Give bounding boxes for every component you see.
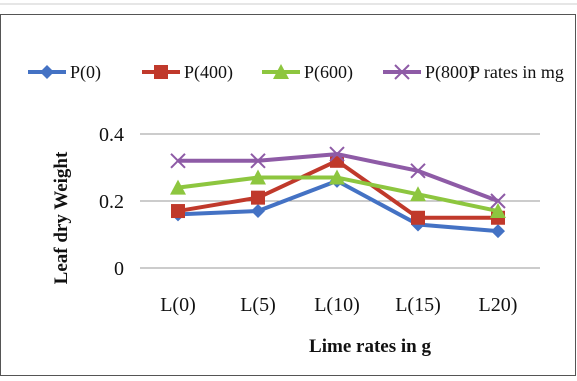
data-point — [170, 153, 186, 169]
data-point — [410, 186, 426, 202]
x-tick-label: L(15) — [395, 294, 441, 316]
legend-label: P(600) — [304, 62, 353, 83]
series-group — [170, 146, 506, 239]
data-point — [410, 163, 426, 179]
data-point — [273, 64, 289, 79]
data-point — [329, 146, 345, 162]
gridlines — [140, 133, 540, 269]
legend-item: P(400) — [142, 62, 233, 83]
legend-label: P(800) — [425, 62, 474, 83]
data-point — [250, 169, 266, 185]
data-point — [251, 190, 265, 205]
data-point — [411, 210, 425, 225]
x-axis-title: Lime rates in g — [309, 336, 431, 357]
x-tick-labels: L(0) L(5) L(10) L(15) L20) — [160, 294, 517, 316]
data-point — [154, 65, 168, 79]
series-p-600 — [170, 169, 506, 219]
legend-item: P(0) — [28, 62, 101, 83]
x-tick-label: L(10) — [314, 294, 360, 316]
data-point — [40, 65, 54, 79]
legend-item: P(800) — [383, 62, 474, 83]
data-point — [490, 193, 506, 209]
y-tick-labels: 0 0.2 0.4 — [99, 124, 124, 280]
x-tick-label: L20) — [479, 294, 518, 316]
x-tick-label: L(0) — [160, 294, 196, 316]
legend-label: P(0) — [70, 62, 101, 83]
y-axis-title: Leaf dry Weight — [51, 151, 72, 284]
legend: P(0) P(400) P(600) P(800) — [28, 62, 474, 83]
legend-note: P rates in mg — [470, 62, 564, 82]
y-tick-label: 0.4 — [99, 124, 124, 146]
data-point — [251, 204, 265, 219]
data-point — [170, 179, 186, 195]
legend-item: P(600) — [262, 62, 353, 83]
data-point — [490, 203, 506, 219]
data-point — [329, 169, 345, 185]
data-point — [171, 204, 185, 219]
legend-label: P(400) — [184, 62, 233, 83]
data-point — [250, 153, 266, 169]
y-tick-label: 0.2 — [99, 191, 124, 213]
y-tick-label: 0 — [114, 258, 124, 280]
series-p-800 — [170, 146, 506, 209]
x-tick-label: L(5) — [240, 294, 276, 316]
data-point — [491, 224, 505, 239]
data-point — [394, 64, 410, 80]
